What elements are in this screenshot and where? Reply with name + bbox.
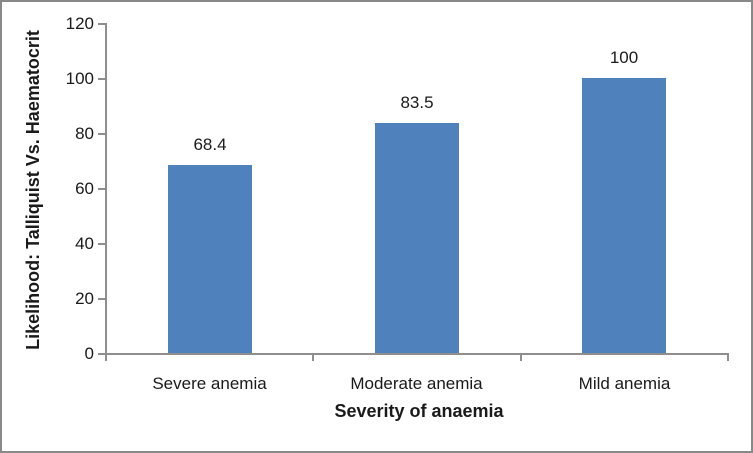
x-tick-mark [520, 355, 522, 361]
y-tick-label: 40 [75, 234, 94, 253]
y-tick-label: 0 [84, 344, 94, 363]
bar-mild-anemia [582, 78, 666, 353]
bar-severe-anemia [168, 165, 252, 353]
y-tick-mark [98, 133, 106, 135]
bar-value-label: 100 [609, 48, 639, 67]
x-tick-mark [312, 355, 314, 361]
category-label: Mild anemia [578, 374, 671, 393]
y-axis-line [105, 23, 107, 355]
y-tick-label: 20 [75, 289, 94, 308]
y-tick-mark [98, 298, 106, 300]
y-tick-mark [98, 78, 106, 80]
y-tick-label: 100 [65, 69, 94, 88]
y-tick-label: 120 [65, 14, 94, 33]
y-tick-mark [98, 353, 106, 355]
y-tick-mark [98, 23, 106, 25]
bar-moderate-anemia [375, 123, 459, 353]
x-tick-mark [727, 355, 729, 361]
y-tick-label: 60 [75, 179, 94, 198]
category-label: Moderate anemia [350, 374, 483, 393]
category-label: Severe anemia [152, 374, 267, 393]
y-tick-label: 80 [75, 124, 94, 143]
y-tick-mark [98, 243, 106, 245]
y-tick-mark [98, 188, 106, 190]
bar-value-label: 68.4 [193, 135, 227, 154]
x-axis-line [105, 353, 729, 355]
x-tick-mark [105, 355, 107, 361]
x-axis-title: Severity of anaemia [334, 401, 504, 421]
bar-value-label: 83.5 [400, 93, 434, 112]
